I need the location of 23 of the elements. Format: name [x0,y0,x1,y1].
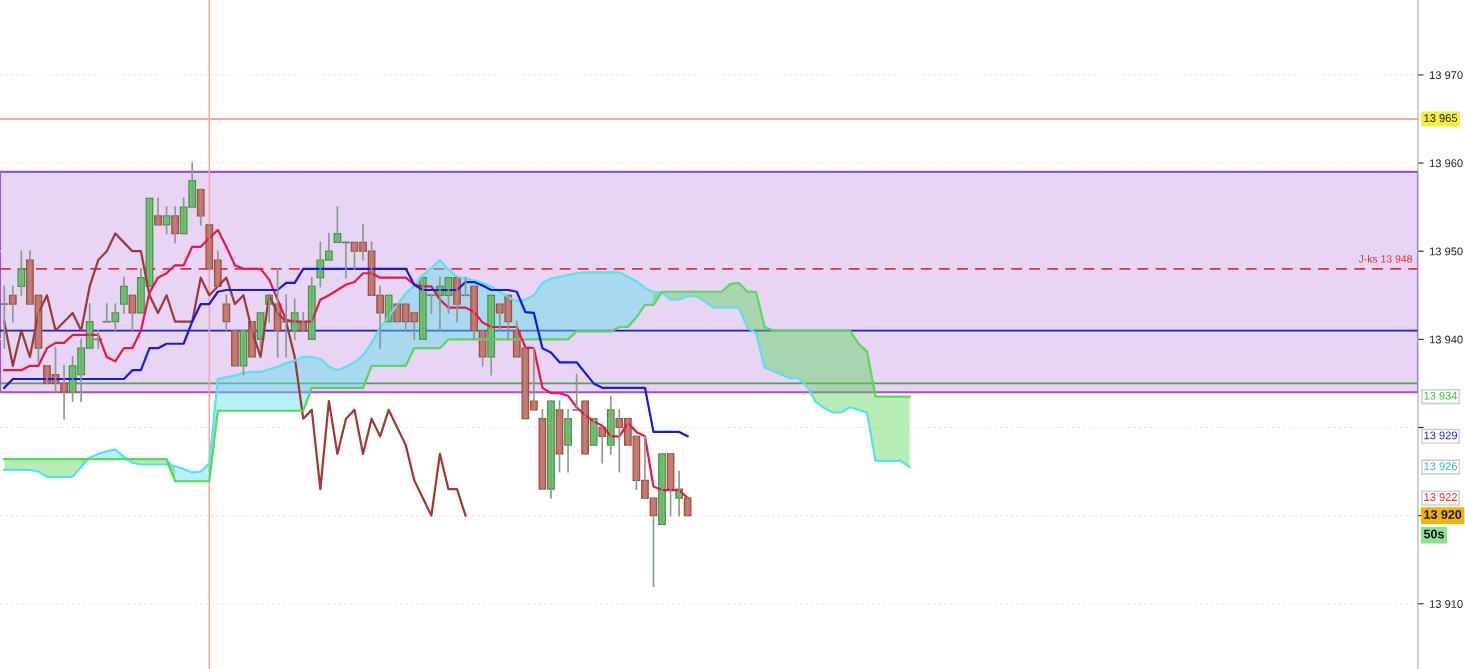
line-series [3,232,467,517]
y-tick-label: 13 940 [1429,335,1463,344]
candlestick [581,400,590,455]
candlestick [222,294,231,332]
text: 13 926 [1424,462,1458,471]
text: 13 934 [1424,391,1458,400]
ref-line-label: 13 965 [1424,114,1458,122]
text: 13 929 [1424,431,1458,440]
y-tick-label: 13 970 [1429,71,1463,80]
line-series [3,228,689,500]
candlestick [0,285,9,349]
candlestick [17,250,26,297]
candlestick [102,303,111,323]
candlestick [384,294,393,323]
text: 50s [1423,529,1444,539]
ref-line-label: J-ks 13 948 [1358,254,1412,263]
candlestick [231,329,239,367]
y-tick-label: 13 910 [1429,600,1463,608]
candlestick [658,453,666,526]
y-tick-label: 13 950 [1429,247,1463,256]
text: 13 920 [1424,510,1462,520]
y-tick-label: 13 960 [1429,159,1463,168]
text: 13 922 [1424,493,1457,501]
